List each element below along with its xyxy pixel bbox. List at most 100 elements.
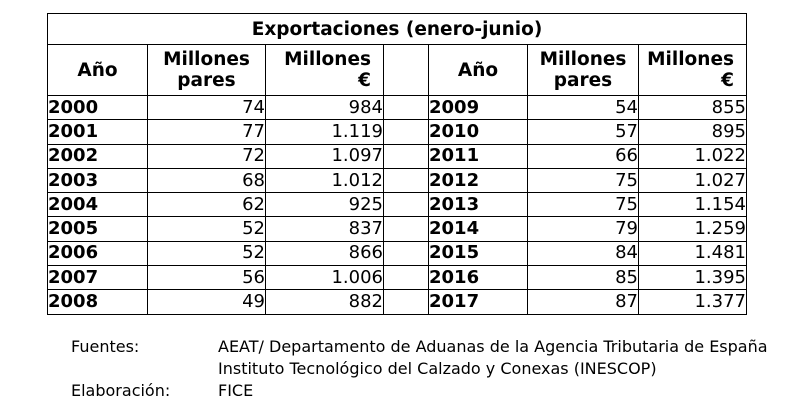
year-left-cell: 2007	[47, 265, 148, 291]
year-left-cell: 2002	[47, 143, 148, 169]
year-right-cell: 2010	[428, 119, 528, 145]
year-right-cell: 2009	[428, 94, 528, 121]
header-euros-left: Millones €	[265, 44, 384, 96]
column-gap	[383, 265, 429, 291]
pairs-right-cell: 75	[527, 192, 639, 218]
pairs-right-cell: 87	[527, 289, 639, 315]
header-pairs-left-line1: Millones	[163, 49, 250, 70]
pairs-left-cell: 52	[147, 216, 266, 242]
column-gap	[383, 94, 429, 121]
euros-left-cell: 866	[265, 240, 384, 267]
table-row: 2005 52 837 2014 79 1.259	[47, 216, 747, 242]
euros-right-cell: 855	[638, 94, 747, 121]
header-euros-left-line2: €	[358, 70, 371, 91]
year-right-cell: 2011	[428, 143, 528, 169]
header-pairs-left-line2: pares	[177, 70, 236, 91]
pairs-right-cell: 75	[527, 167, 639, 194]
table-row: 2002 72 1.097 2011 66 1.022	[47, 143, 747, 169]
table-row: 2000 74 984 2009 54 855	[47, 94, 747, 121]
year-left-cell: 2008	[47, 289, 148, 315]
euros-right-cell: 1.022	[638, 143, 747, 169]
column-gap	[383, 289, 429, 315]
pairs-right-cell: 79	[527, 216, 639, 242]
year-left-cell: 2004	[47, 192, 148, 218]
year-left-cell: 2003	[47, 167, 148, 194]
euros-left-cell: 837	[265, 216, 384, 242]
pairs-left-cell: 52	[147, 240, 266, 267]
euros-right-cell: 1.395	[638, 265, 747, 291]
pairs-left-cell: 68	[147, 167, 266, 194]
euros-left-cell: 1.097	[265, 143, 384, 169]
source-aeat: AEAT/ Departamento de Aduanas de la Agen…	[218, 337, 768, 356]
elaboration-value: FICE	[218, 381, 254, 400]
pairs-right-cell: 84	[527, 240, 639, 267]
year-right-cell: 2013	[428, 192, 528, 218]
column-gap	[383, 119, 429, 145]
table-row: 2004 62 925 2013 75 1.154	[47, 192, 747, 218]
year-left-cell: 2005	[47, 216, 148, 242]
table-body: 2000 74 984 2009 54 855 2001 77 1.119 2010 57 895 20…	[47, 94, 747, 315]
euros-left-cell: 1.006	[265, 265, 384, 291]
header-pairs-right-line1: Millones	[539, 49, 627, 70]
year-left-cell: 2006	[47, 240, 148, 267]
year-right-cell: 2017	[428, 289, 528, 315]
column-gap	[383, 167, 429, 194]
pairs-left-cell: 74	[147, 94, 266, 121]
sources-row-2: Instituto Tecnológico del Calzado y Cone…	[71, 358, 768, 380]
header-year-left: Año	[47, 44, 148, 96]
euros-left-cell: 1.119	[265, 119, 384, 145]
sources-label-spacer	[71, 358, 218, 380]
source-inescop: Instituto Tecnológico del Calzado y Cone…	[218, 359, 657, 378]
sources-row-1: Fuentes: AEAT/ Departamento de Aduanas d…	[71, 336, 768, 358]
euros-right-cell: 1.027	[638, 167, 747, 194]
table-row: 2001 77 1.119 2010 57 895	[47, 119, 747, 145]
header-pairs-right-line2: pares	[553, 70, 613, 91]
year-right-cell: 2015	[428, 240, 528, 267]
pairs-left-cell: 77	[147, 119, 266, 145]
column-gap	[383, 44, 429, 96]
table-row: 2003 68 1.012 2012 75 1.027	[47, 167, 747, 194]
table-row: 2008 49 882 2017 87 1.377	[47, 289, 747, 315]
euros-left-cell: 882	[265, 289, 384, 315]
header-euros-right-line2: €	[721, 70, 734, 91]
elaboration-label: Elaboración:	[71, 381, 171, 400]
pairs-right-cell: 54	[527, 94, 639, 121]
year-left-cell: 2001	[47, 119, 148, 145]
pairs-left-cell: 49	[147, 289, 266, 315]
header-pairs-left: Millones pares	[147, 44, 266, 96]
footer-notes: Fuentes: AEAT/ Departamento de Aduanas d…	[71, 336, 768, 402]
exports-table: Exportaciones (enero-junio) Año Millones…	[47, 13, 747, 315]
euros-left-cell: 1.012	[265, 167, 384, 194]
header-euros-left-line1: Millones	[284, 49, 371, 70]
sources-label: Fuentes:	[71, 337, 140, 356]
column-gap	[383, 143, 429, 169]
euros-right-cell: 895	[638, 119, 747, 145]
elaboration-row: Elaboración: FICE	[71, 380, 768, 402]
year-right-cell: 2014	[428, 216, 528, 242]
pairs-left-cell: 56	[147, 265, 266, 291]
column-gap	[383, 192, 429, 218]
table-title: Exportaciones (enero-junio)	[47, 13, 747, 45]
pairs-right-cell: 57	[527, 119, 639, 145]
pairs-left-cell: 72	[147, 143, 266, 169]
header-year-right: Año	[428, 44, 528, 96]
column-gap	[383, 216, 429, 242]
table-row: 2007 56 1.006 2016 85 1.395	[47, 265, 747, 291]
pairs-right-cell: 85	[527, 265, 639, 291]
header-pairs-right: Millones pares	[527, 44, 639, 96]
year-right-cell: 2016	[428, 265, 528, 291]
year-left-cell: 2000	[47, 94, 148, 121]
header-euros-right: Millones €	[638, 44, 747, 96]
euros-left-cell: 984	[265, 94, 384, 121]
pairs-left-cell: 62	[147, 192, 266, 218]
header-euros-right-line1: Millones	[647, 49, 734, 70]
euros-left-cell: 925	[265, 192, 384, 218]
pairs-right-cell: 66	[527, 143, 639, 169]
euros-right-cell: 1.154	[638, 192, 747, 218]
column-gap	[383, 240, 429, 267]
euros-right-cell: 1.377	[638, 289, 747, 315]
euros-right-cell: 1.259	[638, 216, 747, 242]
table-row: 2006 52 866 2015 84 1.481	[47, 240, 747, 267]
euros-right-cell: 1.481	[638, 240, 747, 267]
year-right-cell: 2012	[428, 167, 528, 194]
